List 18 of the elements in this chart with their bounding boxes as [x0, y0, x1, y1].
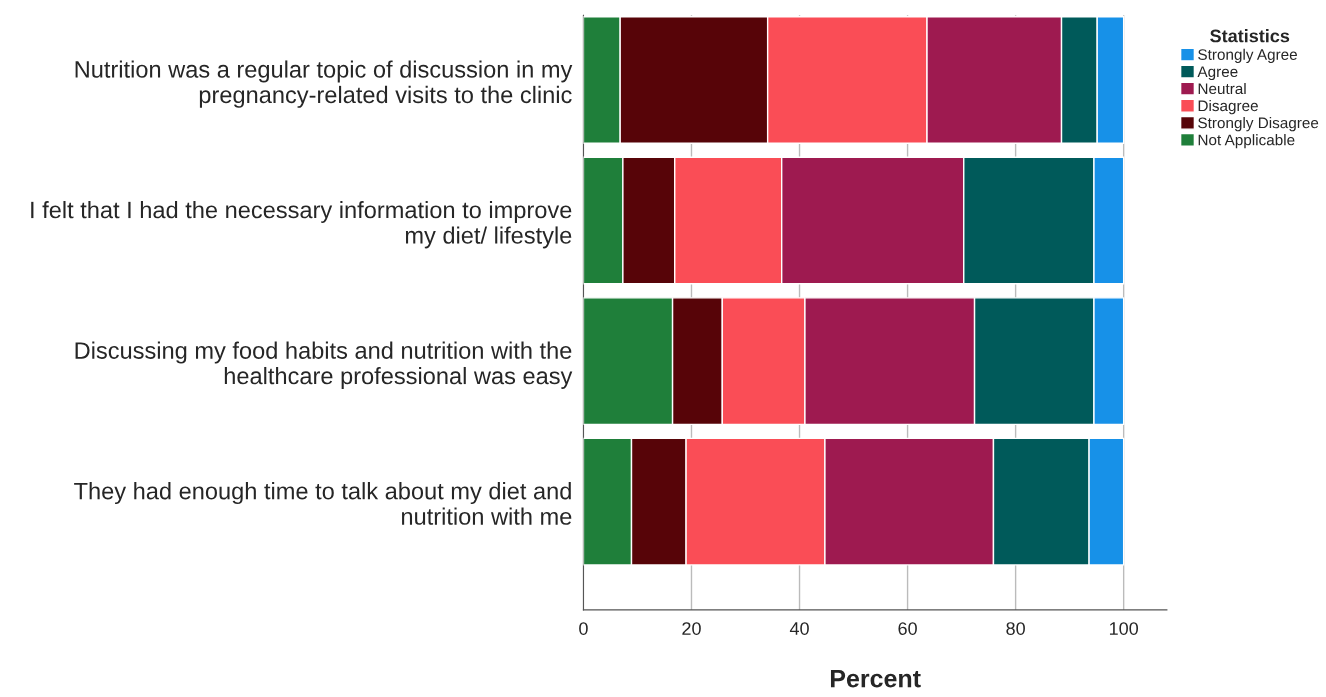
x-tick-label: 80 — [1006, 622, 1025, 635]
x-tick-label: 0 — [579, 622, 588, 635]
y-tick-label: They had enough time to talk about my diet and nutrition with me — [74, 482, 572, 525]
x-tick-label: 40 — [789, 622, 809, 635]
legend-label: Strongly Agree — [1198, 48, 1297, 63]
legend-label: Disagree — [1198, 99, 1258, 115]
x-axis-title: Percent — [830, 669, 921, 688]
legend-label: Not Applicable — [1198, 134, 1295, 149]
y-tick-label: Nutrition was a regular topic of discussion in my pregnancy-related visits to the clinic — [75, 60, 573, 108]
legend-label: Agree — [1197, 66, 1238, 81]
x-tick-label: 20 — [682, 622, 701, 635]
legend-title: Statistics — [1210, 29, 1290, 43]
y-tick-label: I felt that I had the necessary information to improve my diet/ lifestyle — [31, 200, 572, 249]
legend-label: Neutral — [1198, 82, 1246, 95]
y-tick-label: Discussing my food habits and nutrition with the healthcare professional was easy — [75, 341, 573, 389]
x-tick-label: 60 — [898, 622, 917, 635]
legend-label: Strongly Disagree — [1198, 117, 1319, 132]
x-tick-label: 100 — [1109, 622, 1139, 635]
